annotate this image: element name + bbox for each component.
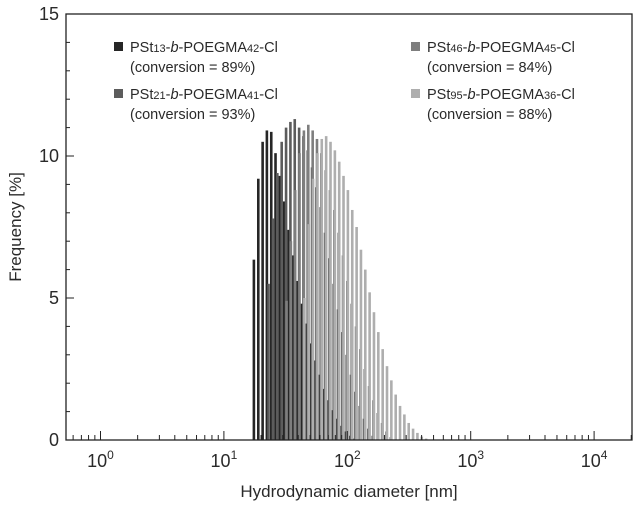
histogram-bar bbox=[261, 142, 264, 440]
legend-conversion: (conversion = 89%) bbox=[130, 60, 255, 76]
histogram-bar bbox=[320, 139, 323, 440]
y-tick-label: 10 bbox=[39, 146, 59, 166]
histogram-bar bbox=[407, 423, 410, 440]
histogram-bar bbox=[325, 136, 328, 440]
histogram-bar bbox=[329, 142, 332, 440]
histogram-bar bbox=[294, 190, 297, 440]
legend-swatch bbox=[114, 89, 123, 98]
legend-series-name: PSt13-b-POEGMA42-Cl bbox=[130, 40, 278, 56]
legend-series-name: PSt46-b-POEGMA45-Cl bbox=[427, 40, 575, 56]
histogram-bar bbox=[360, 250, 363, 440]
histogram-bar bbox=[355, 227, 358, 440]
legend-entry-4: PSt95-b-POEGMA36-Cl (conversion = 88%) bbox=[411, 87, 575, 123]
y-tick-label: 15 bbox=[39, 4, 59, 24]
histogram-bar bbox=[338, 162, 341, 440]
histogram-bar bbox=[280, 142, 283, 440]
histogram-bar bbox=[342, 176, 345, 440]
x-tick-label: 102 bbox=[334, 448, 361, 471]
histogram-bar bbox=[298, 153, 301, 440]
legend-entry-1: PSt13-b-POEGMA42-Cl (conversion = 89%) bbox=[114, 40, 278, 76]
y-axis-title: Frequency [%] bbox=[6, 172, 25, 282]
histogram-bar bbox=[399, 406, 402, 440]
x-tick-label: 100 bbox=[87, 448, 114, 471]
histogram-bar bbox=[390, 380, 393, 440]
histogram-bar bbox=[412, 429, 415, 440]
legend-conversion: (conversion = 84%) bbox=[427, 60, 552, 76]
histogram-bar bbox=[377, 332, 380, 440]
legend-entry-2: PSt21-b-POEGMA41-Cl (conversion = 93%) bbox=[114, 87, 278, 123]
series-4-bars bbox=[303, 136, 427, 440]
legend-swatch bbox=[114, 42, 123, 51]
histogram-bar bbox=[347, 190, 350, 440]
histogram-bar bbox=[257, 179, 260, 440]
histogram-bar bbox=[267, 284, 270, 440]
histogram-bar bbox=[364, 270, 367, 440]
histogram-bar bbox=[373, 312, 376, 440]
x-tick-label: 103 bbox=[457, 448, 484, 471]
x-axis-title: Hydrodynamic diameter [nm] bbox=[240, 482, 457, 501]
legend-swatch bbox=[411, 89, 420, 98]
histogram-bar bbox=[416, 433, 419, 440]
x-tick-label: 101 bbox=[211, 448, 238, 471]
histogram-bar bbox=[351, 210, 354, 440]
histogram-bar bbox=[403, 414, 406, 440]
legend: PSt13-b-POEGMA42-Cl(conversion = 89%)PSt… bbox=[114, 40, 575, 123]
histogram-bar bbox=[303, 298, 306, 440]
legend-swatch bbox=[411, 42, 420, 51]
histogram-bar bbox=[290, 241, 293, 440]
histogram-bar bbox=[394, 395, 397, 440]
legend-entry-3: PSt46-b-POEGMA45-Cl (conversion = 84%) bbox=[411, 40, 575, 76]
histogram-bar bbox=[316, 153, 319, 440]
histogram-bar bbox=[307, 224, 310, 440]
histogram-bar bbox=[253, 260, 256, 440]
histogram-bar bbox=[285, 301, 288, 440]
x-tick-label: 104 bbox=[581, 448, 608, 471]
histogram-bar bbox=[334, 150, 337, 440]
histogram-bar bbox=[276, 173, 279, 440]
histogram-bar bbox=[381, 349, 384, 440]
legend-series-name: PSt21-b-POEGMA41-Cl bbox=[130, 87, 278, 103]
legend-conversion: (conversion = 93%) bbox=[130, 107, 255, 123]
histogram-bar bbox=[312, 179, 315, 440]
bars-layer bbox=[253, 119, 428, 440]
histogram-bar bbox=[368, 292, 371, 440]
y-tick-label: 5 bbox=[49, 288, 59, 308]
y-tick-label: 0 bbox=[49, 430, 59, 450]
histogram-bar bbox=[386, 366, 389, 440]
histogram-bar bbox=[272, 218, 275, 440]
legend-conversion: (conversion = 88%) bbox=[427, 107, 552, 123]
legend-series-name: PSt95-b-POEGMA36-Cl bbox=[427, 87, 575, 103]
